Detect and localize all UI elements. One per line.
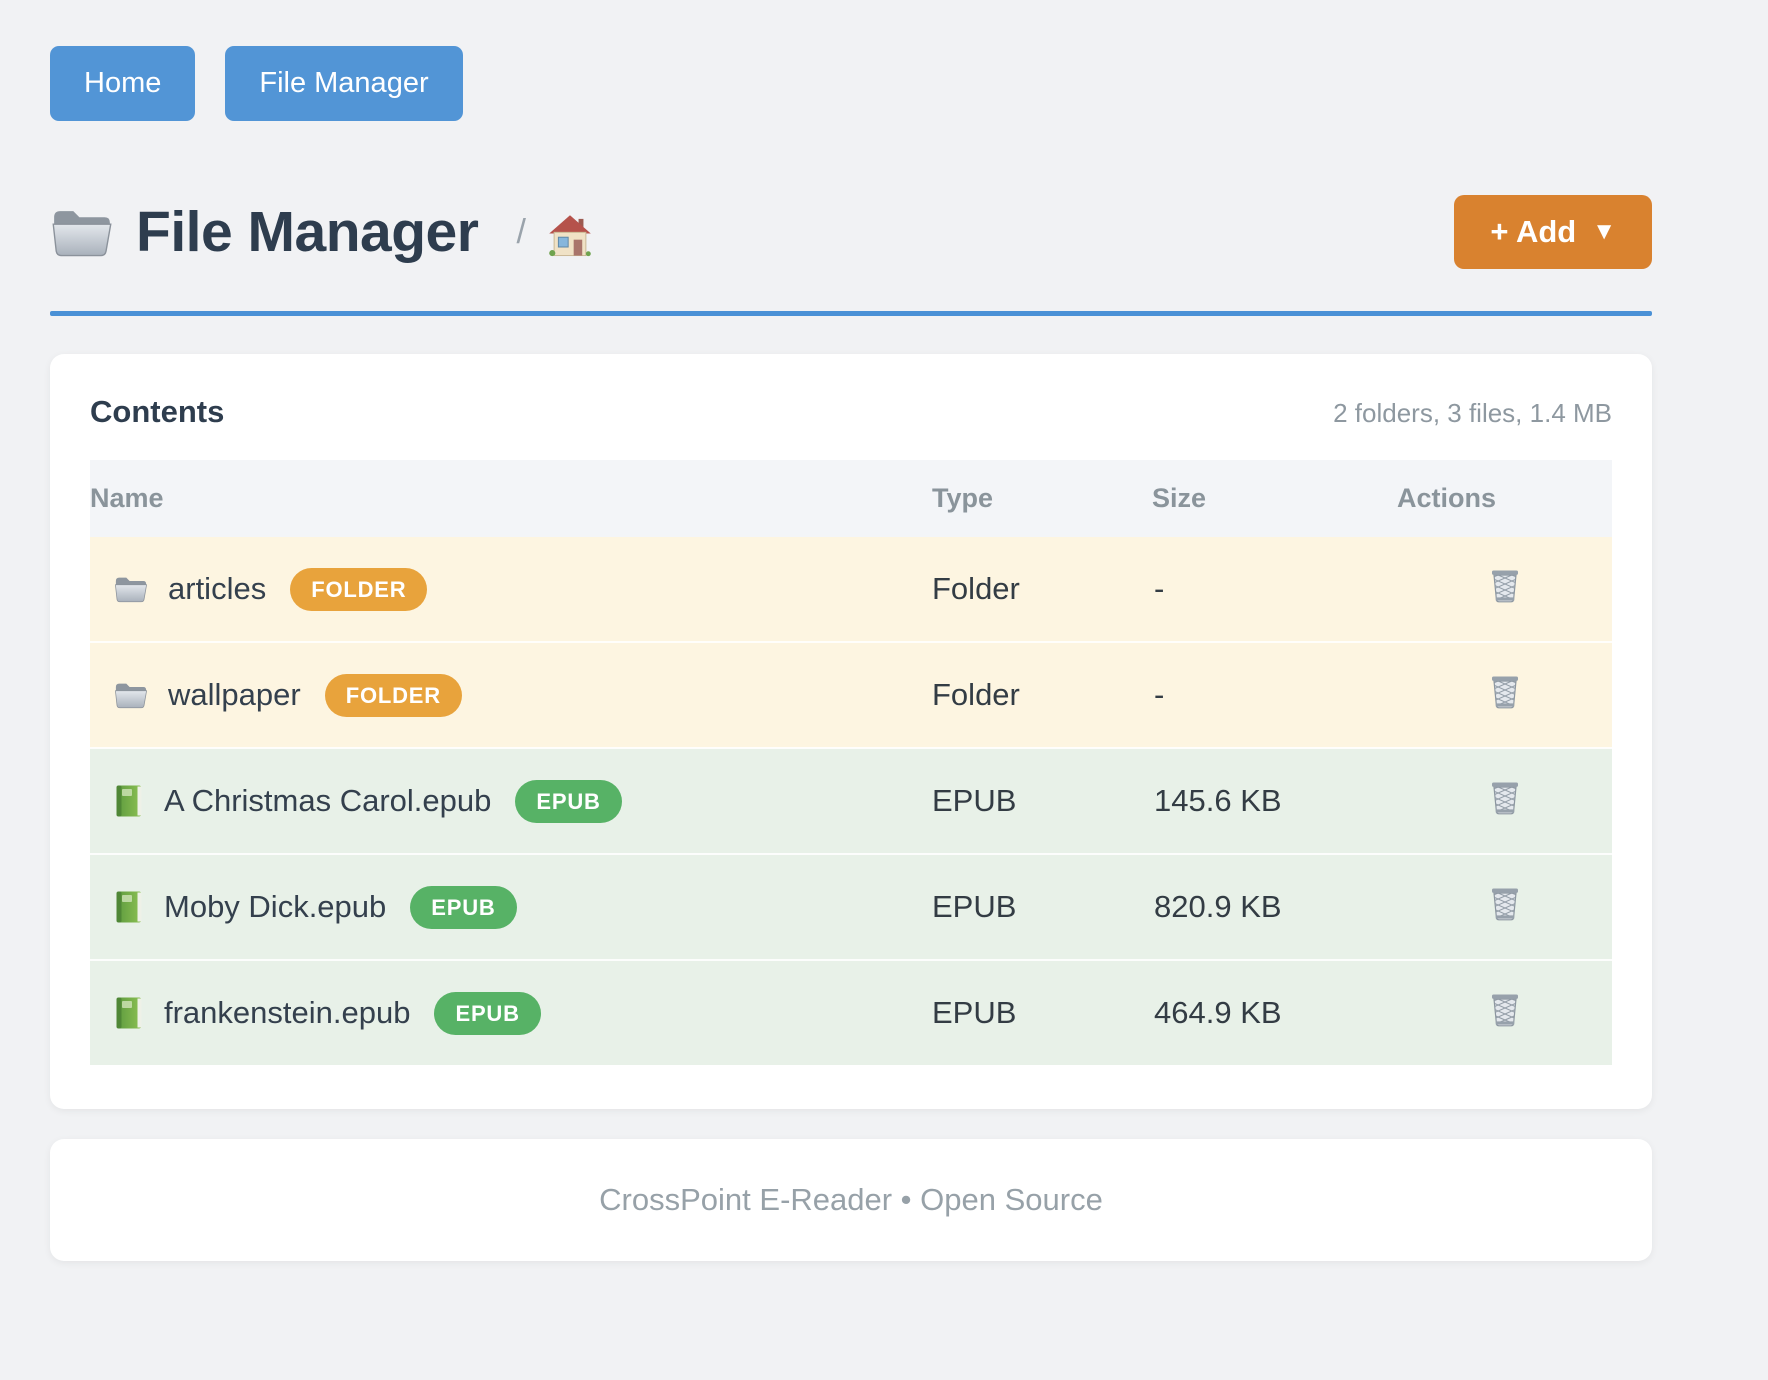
file-name[interactable]: frankenstein.epub [164, 995, 411, 1030]
epub-badge: EPUB [410, 885, 517, 929]
size-cell: 820.9 KB [1152, 853, 1397, 960]
size-cell: 145.6 KB [1152, 747, 1397, 854]
table-row[interactable]: Moby Dick.epub EPUB EPUB 820.9 KB [90, 853, 1612, 960]
column-header-actions: Actions [1397, 483, 1497, 513]
folder-icon [115, 577, 147, 603]
table-row[interactable]: A Christmas Carol.epub EPUB EPUB 145.6 K… [90, 747, 1612, 854]
file-name[interactable]: Moby Dick.epub [164, 889, 387, 924]
type-cell: Folder [932, 641, 1152, 748]
caret-down-icon: ▼ [1592, 218, 1616, 245]
nav-home-button[interactable]: Home [50, 46, 196, 121]
delete-button[interactable] [1489, 779, 1521, 815]
file-name[interactable]: wallpaper [168, 677, 301, 712]
page-header: File Manager / + Add ▼ [50, 195, 1652, 269]
table-header-row: Name Type Size Actions [90, 460, 1612, 537]
delete-button[interactable] [1489, 567, 1521, 603]
add-button[interactable]: + Add ▼ [1454, 195, 1652, 269]
page: Home File Manager File Manager / + Add ▼… [50, 0, 1652, 1261]
size-cell: - [1152, 641, 1397, 748]
folder-icon [115, 683, 147, 709]
type-cell: Folder [932, 571, 1020, 606]
folder-badge: FOLDER [324, 673, 462, 717]
house-icon[interactable] [548, 214, 592, 258]
book-icon [116, 891, 142, 923]
contents-title: Contents [90, 394, 225, 429]
footer: CrossPoint E-Reader • Open Source [50, 1139, 1652, 1261]
column-header-size: Size [1152, 483, 1207, 513]
table-row[interactable]: frankenstein.epub EPUB EPUB 464.9 KB [90, 959, 1612, 1065]
contents-summary: 2 folders, 3 files, 1.4 MB [1333, 398, 1612, 428]
footer-text: CrossPoint E-Reader • Open Source [599, 1182, 1103, 1217]
title-divider [50, 311, 1652, 316]
title-group: File Manager / [50, 199, 592, 265]
file-name[interactable]: articles [168, 571, 267, 606]
trash-icon [1489, 885, 1521, 921]
contents-card-header: Contents 2 folders, 3 files, 1.4 MB [90, 394, 1612, 430]
delete-button[interactable] [1489, 991, 1521, 1027]
column-header-name: Name [90, 483, 164, 513]
delete-button[interactable] [1489, 885, 1521, 921]
epub-badge: EPUB [515, 779, 622, 823]
file-name[interactable]: A Christmas Carol.epub [164, 783, 492, 818]
book-icon [116, 785, 142, 817]
folder-badge: FOLDER [290, 567, 428, 611]
contents-card: Contents 2 folders, 3 files, 1.4 MB Name… [50, 354, 1652, 1109]
epub-badge: EPUB [434, 991, 541, 1035]
column-header-type: Type [932, 483, 994, 513]
size-cell: - [1154, 571, 1165, 606]
breadcrumb-separator: / [516, 212, 526, 251]
table-row[interactable]: articles FOLDER Folder - [90, 537, 1612, 642]
trash-icon [1489, 567, 1521, 603]
trash-icon [1489, 779, 1521, 815]
add-button-label: + Add [1490, 214, 1577, 249]
files-table: Name Type Size Actions articles FOLDER [90, 460, 1612, 1065]
type-cell: EPUB [932, 959, 1152, 1065]
type-cell: EPUB [932, 853, 1152, 960]
size-cell: 464.9 KB [1152, 959, 1397, 1065]
book-icon [116, 997, 142, 1029]
trash-icon [1489, 673, 1521, 709]
top-nav: Home File Manager [50, 46, 1652, 121]
trash-icon [1489, 991, 1521, 1027]
folder-icon [52, 210, 112, 257]
nav-file-manager-button[interactable]: File Manager [225, 46, 463, 121]
page-title: File Manager [136, 200, 479, 264]
type-cell: EPUB [932, 747, 1152, 854]
delete-button[interactable] [1489, 673, 1521, 709]
table-row[interactable]: wallpaper FOLDER Folder - [90, 641, 1612, 748]
